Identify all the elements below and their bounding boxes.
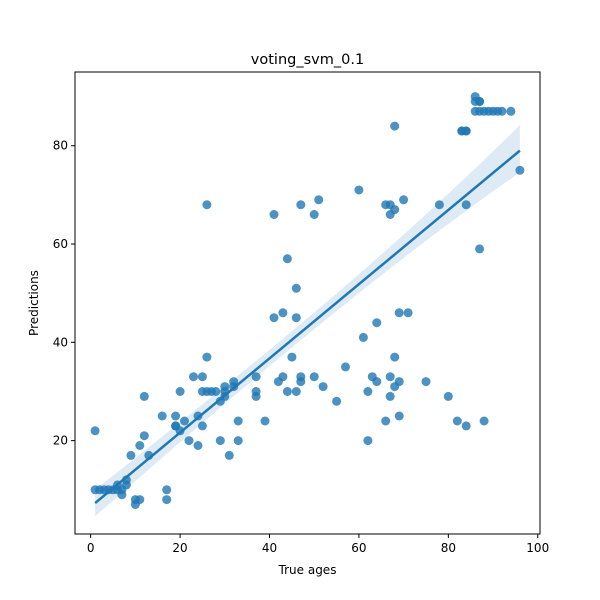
data-point — [233, 436, 243, 446]
x-tick-label: 0 — [87, 541, 95, 555]
data-point — [515, 165, 525, 175]
y-tick-label: 80 — [53, 139, 68, 153]
data-point — [291, 283, 301, 293]
data-point — [421, 377, 431, 387]
data-point — [443, 391, 453, 401]
data-point — [269, 313, 279, 323]
data-point — [332, 396, 342, 406]
data-point — [139, 431, 149, 441]
x-axis-ticks: 0 20 40 60 80 100 — [87, 534, 549, 555]
data-point — [314, 195, 324, 205]
data-point — [278, 372, 288, 382]
x-tick-label: 100 — [526, 541, 549, 555]
y-axis-ticks: 20 40 60 80 — [53, 139, 75, 448]
x-tick-label: 20 — [172, 541, 187, 555]
data-point — [193, 441, 203, 450]
data-point — [354, 185, 364, 195]
plot-area — [90, 92, 525, 517]
data-point — [372, 318, 382, 328]
data-point — [394, 411, 404, 421]
data-point — [175, 387, 185, 396]
data-point — [90, 426, 100, 436]
data-point — [211, 387, 221, 396]
data-point — [452, 416, 462, 426]
data-point — [385, 372, 395, 382]
data-point — [180, 416, 189, 426]
x-axis-label: True ages — [278, 563, 337, 577]
data-point — [202, 200, 212, 210]
data-point — [126, 450, 136, 460]
data-point — [291, 313, 301, 323]
data-point — [260, 416, 270, 426]
data-point — [394, 308, 404, 318]
data-point — [390, 352, 400, 362]
data-point — [291, 387, 301, 396]
data-point — [278, 308, 288, 318]
x-tick-label: 80 — [441, 541, 456, 555]
data-point — [341, 362, 350, 372]
data-point — [197, 372, 207, 382]
data-point — [139, 391, 149, 401]
data-point — [135, 495, 145, 505]
data-point — [224, 450, 234, 460]
data-point — [251, 372, 261, 382]
data-point — [162, 485, 172, 495]
axes-frame — [74, 71, 541, 535]
data-point — [358, 332, 368, 342]
data-point — [189, 372, 198, 382]
y-tick-label: 20 — [53, 434, 68, 448]
data-point — [363, 436, 373, 446]
data-point — [282, 387, 292, 396]
data-point — [479, 416, 489, 426]
data-point — [363, 387, 373, 396]
y-axis-label: Predictions — [27, 270, 41, 336]
data-point — [296, 200, 306, 210]
data-point — [461, 200, 471, 210]
data-point — [318, 382, 328, 392]
data-point — [506, 106, 516, 116]
data-point — [215, 436, 225, 446]
data-point — [434, 200, 444, 210]
data-point — [202, 352, 212, 362]
data-point — [394, 377, 404, 387]
data-point — [157, 411, 167, 421]
chart-title: voting_svm_0.1 — [251, 52, 364, 68]
regression-line — [94, 149, 521, 504]
data-point — [135, 441, 145, 450]
x-tick-label: 40 — [262, 541, 277, 555]
data-point — [390, 205, 400, 215]
data-point — [461, 421, 471, 431]
data-point — [287, 352, 297, 362]
data-point — [117, 490, 127, 500]
data-point — [399, 195, 409, 205]
data-point — [171, 411, 181, 421]
data-point — [475, 97, 485, 106]
data-point — [381, 416, 391, 426]
data-point — [372, 377, 382, 387]
x-tick-label: 60 — [351, 541, 366, 555]
data-point — [461, 126, 471, 136]
data-point — [309, 210, 319, 219]
data-point — [390, 121, 400, 131]
data-point — [233, 416, 243, 426]
data-point — [296, 377, 306, 387]
y-tick-label: 60 — [53, 237, 68, 251]
data-point — [385, 391, 395, 401]
data-point — [197, 421, 207, 431]
data-point — [162, 495, 172, 505]
data-point — [184, 436, 194, 446]
data-point — [475, 244, 485, 254]
data-point — [403, 308, 413, 318]
data-point — [497, 106, 507, 116]
y-tick-label: 40 — [53, 335, 68, 349]
data-point — [251, 391, 261, 401]
data-point — [282, 254, 292, 264]
data-point — [309, 372, 319, 382]
data-point — [229, 377, 239, 387]
data-point — [269, 210, 279, 219]
